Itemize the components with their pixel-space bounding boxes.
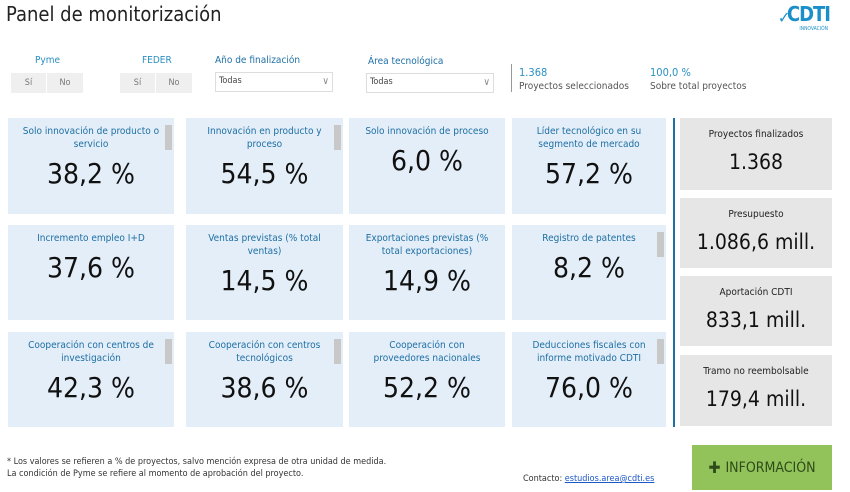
summary-value: 179,4 mill. [705, 387, 807, 411]
total-percent: 100,0 % [650, 66, 691, 79]
kpi-label: Líder tecnológico en su segmento de merc… [536, 126, 642, 150]
kpi-card: Cooperación con centros tecnológicos 38,6… [186, 332, 343, 427]
scrollbar[interactable] [334, 339, 341, 364]
pyme-label: Pyme [35, 55, 61, 66]
anio-value: Todas [219, 76, 242, 86]
feder-label: FEDER [142, 55, 172, 66]
kpi-value: 54,5 % [220, 157, 309, 190]
scrollbar[interactable] [334, 125, 341, 150]
kpi-value: 42,3 % [46, 371, 135, 404]
kpi-value: 6,0 % [391, 144, 463, 177]
cdti-logo: ✓ CDTI INNOVACIÓN [778, 2, 831, 32]
kpi-label: Cooperación con centros tecnológicos [208, 340, 321, 364]
kpi-card: Incremento empleo I+D 37,6 % [8, 225, 174, 320]
kpi-value: 37,6 % [46, 251, 135, 284]
kpi-value: 14,9 % [382, 264, 471, 297]
kpi-label: Incremento empleo I+D [37, 233, 145, 244]
kpi-card: Cooperación con centros de investigación… [8, 332, 174, 427]
selected-label: Proyectos seleccionados [519, 81, 629, 92]
feder-no-button[interactable]: No [156, 73, 193, 93]
kpi-label: Cooperación con centros de investigación [28, 340, 154, 364]
kpi-label: Solo innovación de proceso [365, 126, 489, 137]
footnote-2: La condición de Pyme se refiere al momen… [7, 469, 304, 479]
area-dropdown[interactable]: Todas ∨ [366, 73, 494, 93]
kpi-label: Registro de patentes [542, 233, 636, 244]
summary-label: Presupuesto [728, 209, 784, 220]
anio-label: Año de finalización [215, 55, 301, 66]
kpi-card: Ventas previstas (% total ventas) 14,5 % [186, 225, 343, 320]
kpi-label: Ventas previstas (% total ventas) [208, 233, 321, 257]
summary-card: Presupuesto 1.086,6 mill. [680, 198, 832, 268]
info-button[interactable]: ✚ INFORMACIÓN [692, 445, 832, 490]
contact-label: Contacto: [523, 474, 565, 484]
summary-card: Tramo no reembolsable 179,4 mill. [680, 355, 832, 426]
pyme-no-button[interactable]: No [47, 73, 84, 93]
area-value: Todas [370, 77, 393, 87]
summary-label: Aportación CDTI [719, 287, 793, 298]
kpi-card: Deducciones fiscales con informe motivad… [512, 332, 666, 427]
scrollbar[interactable] [165, 339, 172, 364]
kpi-value: 57,2 % [544, 157, 633, 190]
selected-count: 1.368 [519, 66, 548, 79]
scrollbar[interactable] [657, 232, 664, 257]
info-button-label: INFORMACIÓN [725, 459, 816, 476]
summary-value: 833,1 mill. [705, 308, 807, 332]
kpi-card: Solo innovación de proceso 6,0 % [349, 118, 505, 214]
summary-value: 1.086,6 mill. [696, 230, 816, 254]
kpi-value: 52,2 % [382, 371, 471, 404]
kpi-card: Cooperación con proveedores nacionales 52… [349, 332, 505, 427]
kpi-value: 14,5 % [220, 264, 309, 297]
summary-card: Proyectos finalizados 1.368 [680, 118, 832, 190]
kpi-label: Deducciones fiscales con informe motivad… [532, 340, 646, 364]
area-label: Área tecnológica [368, 56, 444, 67]
pyme-si-button[interactable]: Sí [11, 73, 47, 93]
footnote-1: * Los valores se refieren a % de proyect… [7, 457, 387, 467]
scrollbar[interactable] [165, 125, 172, 150]
kpi-card: Innovación en producto y proceso 54,5 % [186, 118, 343, 214]
summary-label: Proyectos finalizados [708, 129, 804, 140]
summary-label: Tramo no reembolsable [703, 366, 809, 377]
kpi-card: Exportaciones previstas (% total exporta… [349, 225, 505, 320]
total-label: Sobre total proyectos [650, 81, 747, 92]
feder-si-button[interactable]: Sí [120, 73, 156, 93]
kpi-card: Líder tecnológico en su segmento de merc… [512, 118, 666, 214]
plus-icon: ✚ [708, 458, 721, 477]
kpi-card: Solo innovación de producto o servicio 38… [8, 118, 174, 214]
contact-email-link[interactable]: estudios.area@cdti.es [564, 474, 655, 484]
summary-card: Aportación CDTI 833,1 mill. [680, 276, 832, 346]
kpi-value: 38,2 % [46, 157, 135, 190]
kpi-label: Cooperación con proveedores nacionales [373, 340, 481, 364]
contact: Contacto: estudios.area@cdti.es [523, 473, 654, 485]
page-title: Panel de monitorización [6, 2, 222, 26]
scrollbar[interactable] [657, 339, 664, 364]
chevron-down-icon: ∨ [322, 76, 329, 87]
kpi-label: Innovación en producto y proceso [207, 126, 322, 150]
kpi-value: 38,6 % [220, 371, 309, 404]
summary-value: 1.368 [728, 150, 784, 174]
kpi-value: 8,2 % [553, 251, 625, 284]
chevron-down-icon: ∨ [483, 77, 490, 88]
divider [511, 64, 512, 92]
divider-line [673, 118, 675, 427]
anio-dropdown[interactable]: Todas ∨ [215, 72, 333, 92]
kpi-label: Exportaciones previstas (% total exporta… [365, 233, 489, 257]
kpi-value: 76,0 % [544, 371, 633, 404]
pyme-toggle: Sí No [11, 73, 84, 93]
feder-toggle: Sí No [120, 73, 193, 93]
kpi-card: Registro de patentes 8,2 % [512, 225, 666, 320]
kpi-label: Solo innovación de producto o servicio [22, 126, 160, 150]
